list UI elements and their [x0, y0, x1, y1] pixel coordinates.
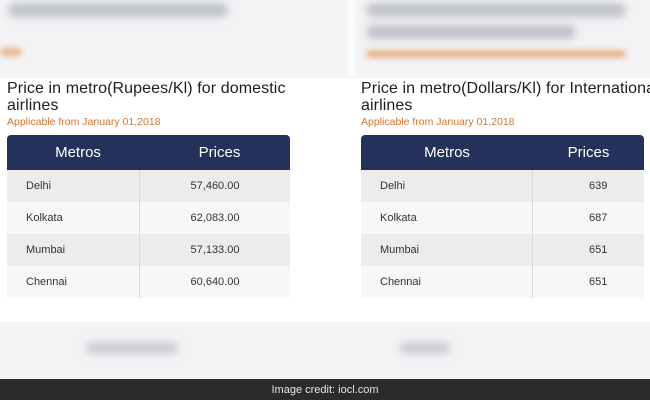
price-cell: 687 — [589, 212, 608, 224]
table-header: Metros Prices — [7, 135, 290, 170]
price-cell: 62,083.00 — [190, 212, 240, 224]
metro-cell: Mumbai — [7, 234, 140, 266]
table-header: Metros Prices — [361, 135, 644, 170]
blurred-footer-area — [0, 322, 650, 379]
column-header-metros: Metros — [424, 144, 470, 161]
table-row: Mumbai 57,133.00 — [7, 234, 290, 266]
column-header-prices: Prices — [567, 144, 610, 161]
international-price-panel: Price in metro(Dollars/Kl) for Internati… — [360, 78, 650, 298]
column-header-prices: Prices — [198, 144, 241, 161]
price-cell: 651 — [589, 276, 608, 288]
price-cell: 651 — [589, 244, 608, 256]
domestic-applicable-date: Applicable from January 01,2018 — [7, 116, 161, 128]
image-credit: Image credit: iocl.com — [0, 379, 650, 400]
metro-cell: Chennai — [361, 266, 533, 298]
table-row: Kolkata 687 — [361, 202, 644, 234]
table-body: Delhi 57,460.00 Kolkata 62,083.00 Mumbai… — [7, 170, 290, 298]
blurred-header-area — [0, 0, 650, 78]
metro-cell: Kolkata — [361, 202, 533, 234]
domestic-heading: Price in metro(Rupees/Kl) for domestic a… — [7, 80, 286, 114]
table-row: Mumbai 651 — [361, 234, 644, 266]
domestic-price-panel: Price in metro(Rupees/Kl) for domestic a… — [6, 78, 306, 298]
column-header-metros: Metros — [55, 144, 101, 161]
international-price-table: Metros Prices Delhi 639 Kolkata 687 Mumb… — [361, 135, 644, 298]
metro-cell: Chennai — [7, 266, 140, 298]
table-row: Delhi 57,460.00 — [7, 170, 290, 202]
price-cell: 639 — [589, 180, 608, 192]
table-row: Chennai 651 — [361, 266, 644, 298]
metro-cell: Delhi — [7, 170, 140, 202]
metro-cell: Delhi — [361, 170, 533, 202]
metro-cell: Kolkata — [7, 202, 140, 234]
price-cell: 60,640.00 — [190, 276, 240, 288]
price-cell: 57,460.00 — [190, 180, 240, 192]
table-row: Delhi 639 — [361, 170, 644, 202]
table-row: Kolkata 62,083.00 — [7, 202, 290, 234]
table-row: Chennai 60,640.00 — [7, 266, 290, 298]
table-body: Delhi 639 Kolkata 687 Mumbai 651 Chennai… — [361, 170, 644, 298]
metro-cell: Mumbai — [361, 234, 533, 266]
international-applicable-date: Applicable from January 01,2018 — [361, 116, 515, 128]
domestic-price-table: Metros Prices Delhi 57,460.00 Kolkata 62… — [7, 135, 290, 298]
international-heading: Price in metro(Dollars/Kl) for Internati… — [361, 80, 650, 114]
price-cell: 57,133.00 — [190, 244, 240, 256]
